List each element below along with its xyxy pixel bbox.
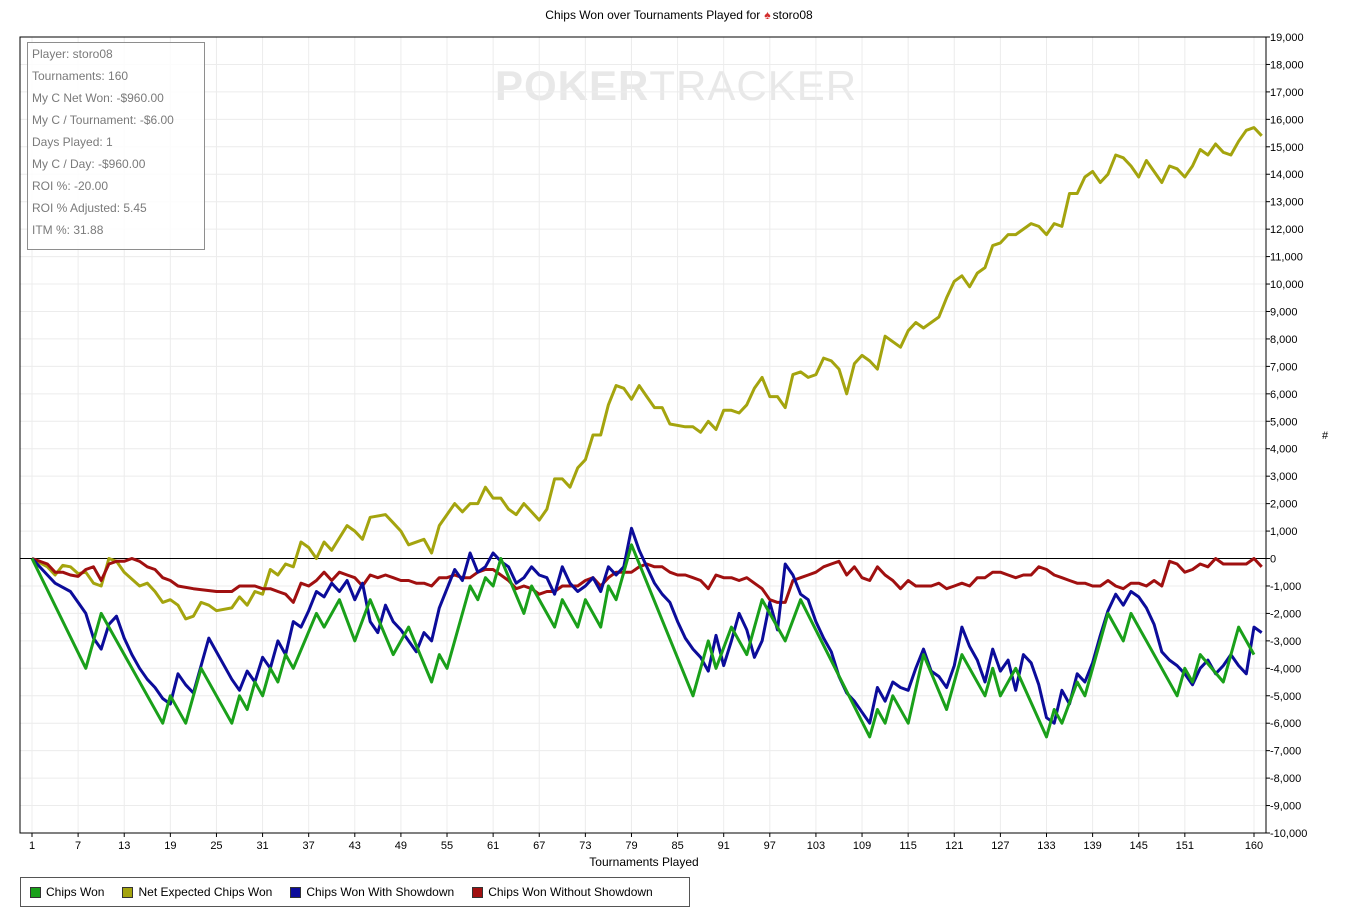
y-tick-label: 11,000 — [1270, 252, 1303, 264]
legend-swatch — [30, 886, 41, 898]
x-tick-label: 139 — [1083, 840, 1101, 852]
x-tick-label: 151 — [1176, 840, 1194, 852]
x-tick-label: 145 — [1130, 840, 1148, 852]
stat-line: ROI % Adjusted: 5.45 — [32, 201, 147, 215]
series-lines — [30, 126, 1263, 739]
legend-swatch — [290, 886, 302, 898]
stat-line: My C / Day: -$960.00 — [32, 157, 146, 171]
y-tick-label: 12,000 — [1270, 224, 1304, 236]
y-tick-label: 16,000 — [1270, 114, 1304, 126]
y-tick-label: -3,000 — [1270, 636, 1301, 648]
x-tick-label: 13 — [118, 840, 130, 852]
y-tick-label: -2,000 — [1270, 608, 1301, 620]
y-tick-label: 5,000 — [1270, 416, 1298, 428]
x-tick-label: 55 — [441, 840, 453, 852]
y-tick-label: 15,000 — [1270, 142, 1304, 154]
x-tick-labels: 1 7 13 19 25 31 37 43 49 55 61 67 73 79 85 91 97 103 109 11… — [29, 833, 1263, 852]
y-tick-label: 8,000 — [1270, 334, 1298, 346]
y-tick-label: -8,000 — [1270, 773, 1301, 785]
player-stats-box: Player: storo08 Tournaments: 160 My C Net … — [27, 42, 205, 250]
y-tick-labels: 19,000 18,000 17,000 16,000 15,000 14,000 13,0… — [1266, 32, 1307, 840]
stat-line: ROI %: -20.00 — [32, 179, 109, 193]
series-line-net-expected-chips-won — [31, 126, 1263, 621]
grid-lines — [20, 36, 1266, 834]
series-line-chips-won-without-showdown — [31, 557, 1263, 604]
legend-swatch — [472, 886, 484, 898]
series-line-chips-won — [30, 543, 1256, 739]
y-tick-label: 2,000 — [1270, 499, 1298, 511]
x-tick-label: 121 — [945, 840, 963, 852]
y-tick-label: 4,000 — [1270, 444, 1298, 456]
x-tick-label: 73 — [579, 840, 591, 852]
y-axis-label: # — [1322, 430, 1329, 442]
x-tick-label: 97 — [764, 840, 776, 852]
y-tick-label: 6,000 — [1270, 389, 1298, 401]
y-tick-label: -7,000 — [1270, 746, 1301, 758]
x-tick-label: 19 — [164, 840, 176, 852]
y-tick-label: 3,000 — [1270, 471, 1298, 483]
spade-icon: ♠ — [764, 8, 771, 22]
chart-title: Chips Won over Tournaments Played for ♠ st… — [0, 8, 1358, 22]
x-tick-label: 49 — [395, 840, 407, 852]
x-tick-label: 133 — [1037, 840, 1055, 852]
x-tick-label: 79 — [625, 840, 637, 852]
x-tick-label: 43 — [349, 840, 361, 852]
stat-line: Player: storo08 — [32, 47, 113, 61]
y-tick-label: 13,000 — [1270, 197, 1304, 209]
x-tick-label: 31 — [256, 840, 268, 852]
y-tick-label: 14,000 — [1270, 169, 1304, 181]
legend-label: Chips Won Without Showdown — [488, 885, 653, 899]
x-tick-label: 127 — [991, 840, 1009, 852]
x-tick-label: 61 — [487, 840, 499, 852]
y-tick-label: -1,000 — [1270, 581, 1301, 593]
legend-item: Chips Won Without Showdown — [472, 885, 653, 899]
chart-title-text: Chips Won over Tournaments Played for — [545, 8, 761, 22]
x-tick-label: 91 — [718, 840, 730, 852]
series-line-chips-won-with-showdown — [30, 526, 1263, 725]
x-tick-label: 67 — [533, 840, 545, 852]
y-tick-label: 0 — [1270, 554, 1276, 566]
x-tick-label: 160 — [1245, 840, 1263, 852]
y-tick-label: -6,000 — [1270, 718, 1301, 730]
y-tick-label: 17,000 — [1270, 87, 1304, 99]
stat-line: My C / Tournament: -$6.00 — [32, 113, 174, 127]
x-tick-label: 1 — [29, 840, 35, 852]
y-tick-label: -4,000 — [1270, 663, 1301, 675]
x-tick-label: 103 — [807, 840, 825, 852]
legend-swatch — [122, 886, 134, 898]
chart-title-player: storo08 — [772, 8, 813, 22]
x-tick-label: 7 — [75, 840, 81, 852]
y-tick-label: -10,000 — [1270, 828, 1307, 840]
x-tick-label: 25 — [210, 840, 222, 852]
y-tick-label: 19,000 — [1270, 32, 1304, 44]
legend-label: Chips Won — [46, 885, 105, 899]
x-tick-label: 109 — [853, 840, 871, 852]
y-tick-label: -9,000 — [1270, 801, 1301, 813]
chart-legend: Chips Won Net Expected Chips Won Chips Won… — [20, 877, 690, 907]
stat-line: Days Played: 1 — [32, 135, 113, 149]
x-axis-label: Tournaments Played — [589, 855, 699, 869]
y-tick-label: 1,000 — [1270, 526, 1298, 538]
legend-label: Net Expected Chips Won — [138, 885, 273, 899]
y-tick-label: 9,000 — [1270, 306, 1298, 318]
axes — [19, 36, 1267, 834]
pokertracker-watermark: POKERTRACKER — [495, 62, 858, 109]
legend-item: Chips Won With Showdown — [290, 885, 454, 899]
legend-label: Chips Won With Showdown — [306, 885, 455, 899]
x-tick-label: 37 — [303, 840, 315, 852]
y-tick-label: 7,000 — [1270, 361, 1298, 373]
y-tick-label: -5,000 — [1270, 691, 1301, 703]
stat-line: ITM %: 31.88 — [32, 223, 104, 237]
y-tick-label: 10,000 — [1270, 279, 1304, 291]
stat-line: Tournaments: 160 — [32, 69, 129, 83]
y-tick-label: 18,000 — [1270, 59, 1304, 71]
x-tick-label: 115 — [899, 840, 917, 852]
x-tick-label: 85 — [671, 840, 683, 852]
plot-frame — [19, 36, 1267, 834]
legend-item: Chips Won — [30, 885, 104, 899]
legend-item: Net Expected Chips Won — [122, 885, 272, 899]
stat-line: My C Net Won: -$960.00 — [32, 91, 164, 105]
